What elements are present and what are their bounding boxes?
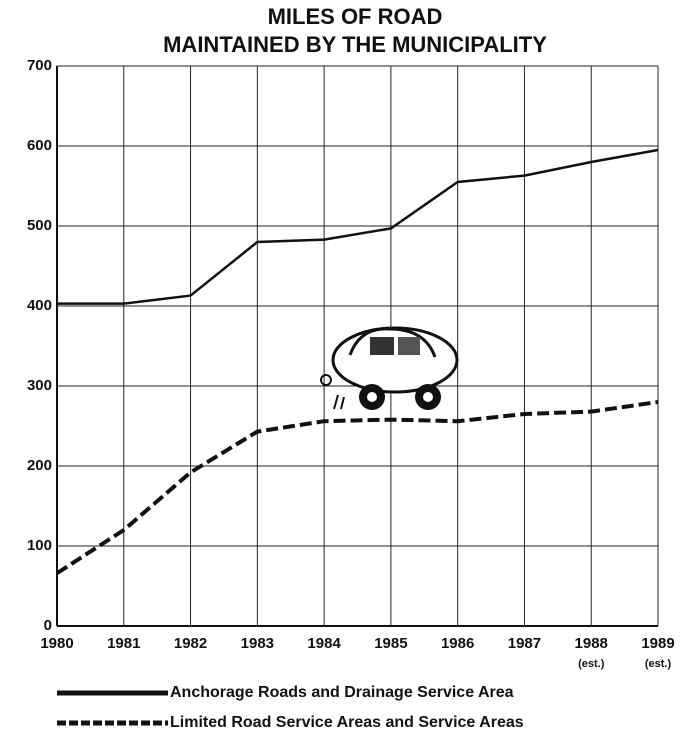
x-tick-label: 1989 (641, 635, 674, 652)
chart-title: MAINTAINED BY THE MUNICIPALITY (163, 32, 547, 57)
x-tick-note: (est.) (645, 658, 672, 670)
y-tick-label: 500 (27, 217, 52, 234)
y-tick-label: 200 (27, 457, 52, 474)
x-tick-label: 1983 (241, 635, 274, 652)
x-tick-label: 1987 (508, 635, 541, 652)
series-line (57, 402, 658, 573)
legend-label: Anchorage Roads and Drainage Service Are… (170, 684, 514, 701)
x-tick-label: 1982 (174, 635, 207, 652)
x-tick-note: (est.) (578, 658, 605, 670)
x-tick-label: 1984 (307, 635, 341, 652)
y-tick-label: 600 (27, 137, 52, 154)
y-tick-label: 0 (44, 617, 52, 634)
series-line (57, 150, 658, 304)
x-tick-label: 1980 (40, 635, 73, 652)
x-tick-label: 1988 (575, 635, 608, 652)
x-tick-label: 1986 (441, 635, 474, 652)
y-tick-label: 100 (27, 537, 52, 554)
car-illustration (321, 328, 457, 410)
chart-title: MILES OF ROAD (268, 4, 443, 29)
x-tick-label: 1985 (374, 635, 407, 652)
y-tick-label: 400 (27, 297, 52, 314)
y-tick-label: 700 (27, 57, 52, 74)
chart: MILES OF ROAD MAINTAINED BY THE MUNICIPA… (0, 0, 684, 744)
y-tick-label: 300 (27, 377, 52, 394)
x-tick-label: 1981 (107, 635, 140, 652)
legend-label: Limited Road Service Areas and Service A… (170, 714, 524, 731)
